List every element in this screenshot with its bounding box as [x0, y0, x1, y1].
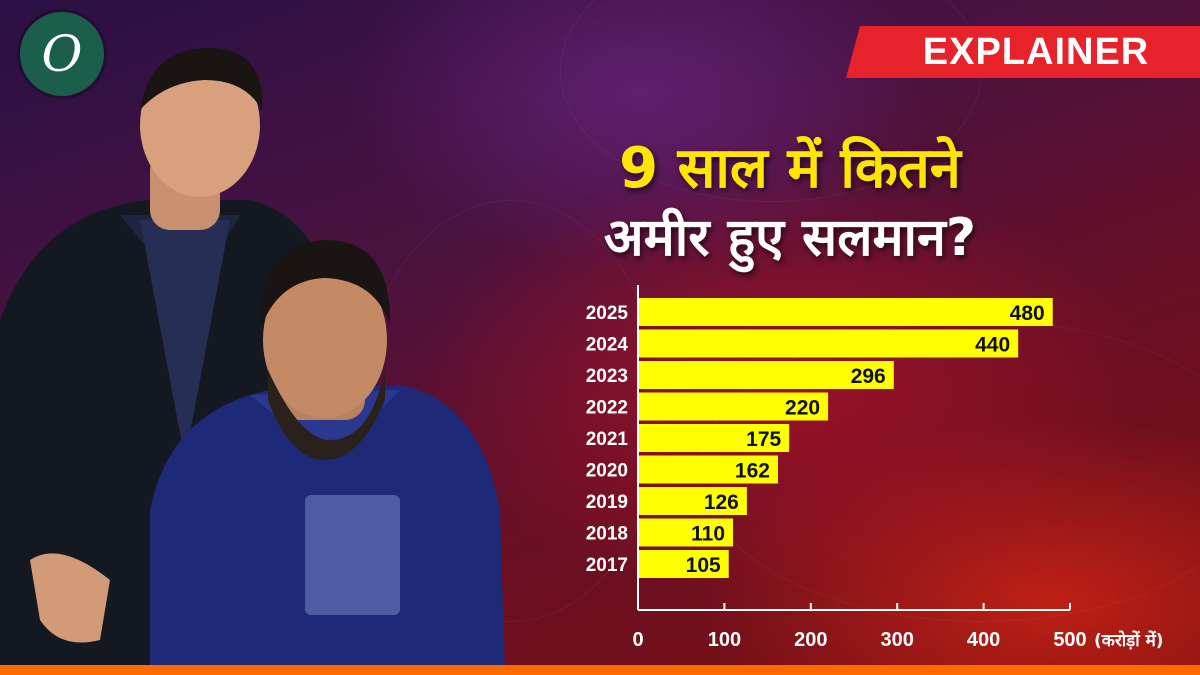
bar-2025: [638, 298, 1053, 326]
year-label-2017: 2017: [586, 555, 628, 576]
value-label-2017: 105: [686, 554, 721, 577]
bar-2024: [638, 329, 1019, 358]
value-label-2022: 220: [785, 397, 820, 420]
headline-line-2: अमीर हुए सलमान?: [603, 208, 977, 268]
value-label-2021: 175: [746, 428, 781, 451]
x-tick-label-300: 300: [881, 629, 914, 651]
x-axis: 0 100 200 300 400 500 (करोड़ों में): [632, 285, 1164, 651]
value-label-2024: 440: [975, 334, 1010, 357]
net-worth-bar-chart: 2025 480 2024 440 2023 296 2022 220 2021 175 2020 1…: [586, 285, 1164, 651]
value-label-2025: 480: [1010, 302, 1045, 325]
x-tick-label-0: 0: [632, 629, 643, 651]
bar-2021: [638, 424, 790, 452]
bars-layer: 2025 480 2024 440 2023 296 2022 220 2021 175 2020 1…: [586, 298, 1053, 578]
year-label-2024: 2024: [586, 335, 629, 356]
person-illustration: [0, 47, 505, 675]
headline-line-1: 9 साल में कितने: [619, 136, 961, 201]
person-polo-figure: [150, 240, 505, 675]
x-tick-label-200: 200: [794, 629, 827, 651]
bar-2018: [638, 518, 734, 547]
logo-letter: O: [41, 25, 83, 83]
explainer-tag: EXPLAINER: [846, 26, 1200, 78]
year-label-2020: 2020: [586, 461, 628, 482]
year-label-2025: 2025: [586, 303, 629, 324]
bar-2019: [638, 487, 747, 515]
brand-logo[interactable]: O: [20, 12, 104, 96]
x-axis-unit-label: (करोड़ों में): [1094, 630, 1164, 651]
explainer-label: EXPLAINER: [922, 31, 1150, 73]
year-label-2023: 2023: [586, 366, 628, 387]
value-label-2020: 162: [735, 460, 770, 483]
bottom-accent-strip: [0, 665, 1200, 675]
bar-2022: [638, 392, 829, 421]
year-label-2019: 2019: [586, 492, 628, 513]
value-label-2019: 126: [704, 491, 739, 514]
x-tick-label-100: 100: [708, 629, 741, 651]
bar-2023: [638, 361, 894, 389]
x-tick-label-400: 400: [967, 629, 1000, 651]
year-label-2021: 2021: [586, 429, 629, 450]
bar-2017: [638, 550, 729, 578]
bar-2020: [638, 455, 778, 484]
x-tick-label-500: 500: [1053, 629, 1086, 651]
year-label-2018: 2018: [586, 524, 628, 545]
value-label-2018: 110: [691, 523, 725, 546]
value-label-2023: 296: [851, 365, 886, 388]
year-label-2022: 2022: [586, 398, 628, 419]
